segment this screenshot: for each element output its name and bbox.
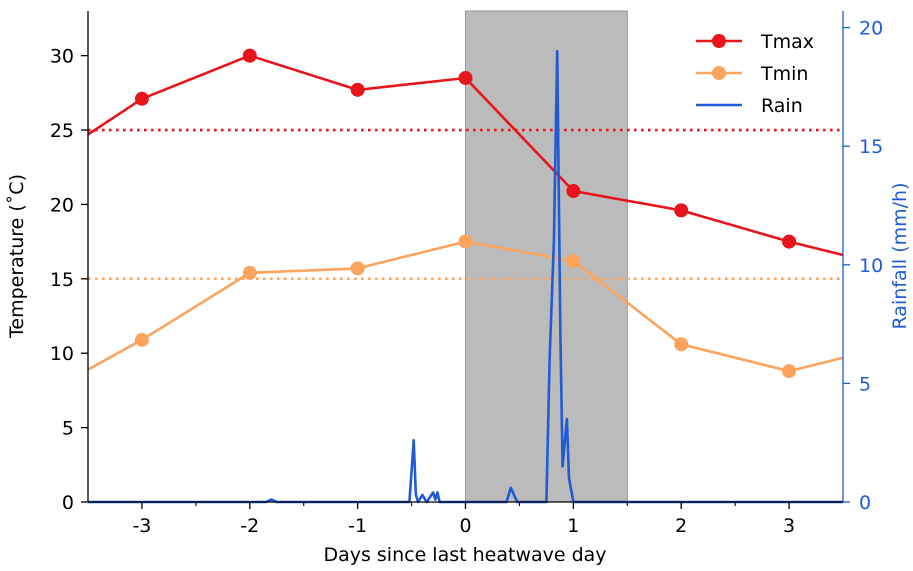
axes bbox=[81, 11, 850, 509]
marker-tmin--3 bbox=[134, 332, 149, 347]
y-tick-label: 30 bbox=[50, 46, 74, 68]
legend-marker-tmax bbox=[712, 34, 726, 48]
x-tick-label: 1 bbox=[567, 515, 579, 537]
x-tick-label: -3 bbox=[132, 515, 151, 537]
series-markers bbox=[134, 48, 797, 379]
y-tick-label: 20 bbox=[50, 194, 74, 216]
marker-tmax-1 bbox=[566, 184, 581, 199]
legend-label-tmin: Tmin bbox=[760, 63, 808, 85]
legend-marker-tmin bbox=[712, 66, 726, 80]
legend-label-rain: Rain bbox=[761, 95, 803, 117]
marker-tmin-0 bbox=[458, 234, 473, 249]
legend-label-tmax: Tmax bbox=[760, 31, 814, 53]
y-tick-label: 15 bbox=[50, 269, 74, 291]
y-axis-label: Temperature (˚C) bbox=[6, 174, 28, 339]
marker-tmax--1 bbox=[350, 82, 365, 97]
legend: Tmax Tmin Rain bbox=[696, 31, 814, 117]
y2-axis-label: Rainfall (mm/h) bbox=[889, 183, 911, 330]
marker-tmin-1 bbox=[566, 253, 581, 268]
x-tick-label: 2 bbox=[675, 515, 687, 537]
x-tick-label: -1 bbox=[348, 515, 367, 537]
marker-tmax--3 bbox=[134, 91, 149, 106]
y2-tick-labels: 0 5 10 15 20 bbox=[859, 18, 883, 514]
y-tick-label: 25 bbox=[50, 120, 74, 142]
x-tick-labels: -3 -2 -1 0 1 2 3 bbox=[132, 515, 795, 537]
y2-tick-label: 20 bbox=[859, 18, 883, 40]
marker-tmin--2 bbox=[242, 265, 257, 280]
y-tick-label: 0 bbox=[62, 492, 74, 514]
y-tick-labels: 0 5 10 15 20 25 30 bbox=[50, 46, 74, 514]
marker-tmin-2 bbox=[674, 337, 689, 352]
x-tick-label: 0 bbox=[459, 515, 471, 537]
y2-tick-label: 0 bbox=[859, 492, 871, 514]
x-axis-label: Days since last heatwave day bbox=[323, 544, 606, 566]
x-tick-label: -2 bbox=[240, 515, 259, 537]
y2-tick-label: 5 bbox=[859, 373, 871, 395]
marker-tmax--2 bbox=[242, 48, 257, 63]
marker-tmin--1 bbox=[350, 261, 365, 276]
y2-tick-label: 10 bbox=[859, 255, 883, 277]
y2-tick-label: 15 bbox=[859, 136, 883, 158]
marker-tmax-2 bbox=[674, 203, 689, 218]
x-tick-label: 3 bbox=[783, 515, 795, 537]
y-tick-label: 10 bbox=[50, 343, 74, 365]
marker-tmin-3 bbox=[782, 364, 797, 379]
marker-tmax-3 bbox=[782, 234, 797, 249]
marker-tmax-0 bbox=[458, 70, 473, 85]
y-tick-label: 5 bbox=[62, 418, 74, 440]
